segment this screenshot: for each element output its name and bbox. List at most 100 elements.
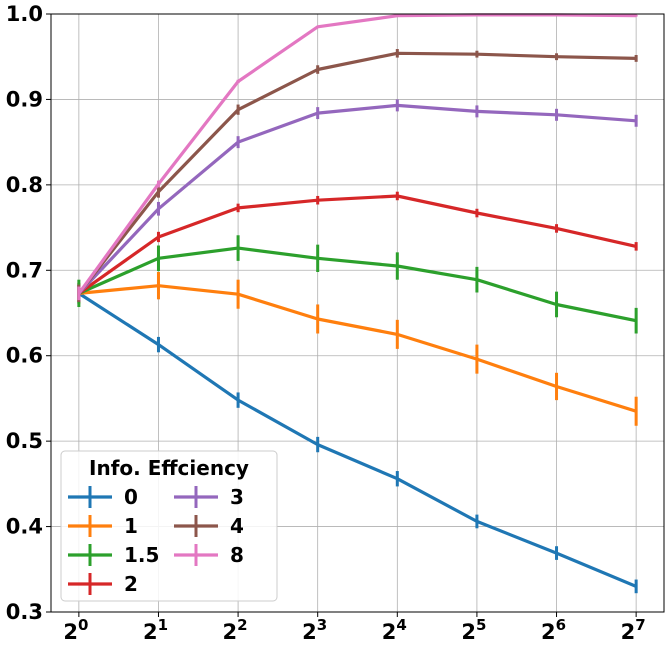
data-point: [157, 257, 160, 260]
legend-item: 3: [174, 485, 244, 509]
data-point: [157, 207, 160, 210]
data-point: [316, 68, 319, 71]
data-point: [475, 211, 479, 215]
x-axis: 20 21 22 23 24 25 26 27: [63, 612, 646, 644]
x-tick-label: 22: [223, 616, 248, 644]
x-tick-label: 25: [461, 616, 486, 644]
x-tick-base: 2: [63, 620, 78, 644]
x-tick-label: 23: [302, 616, 327, 644]
x-tick-exponent: 7: [635, 616, 645, 634]
x-tick-base: 2: [461, 620, 476, 644]
y-tick-label: 1.0: [6, 2, 43, 26]
x-tick-exponent: 5: [476, 616, 486, 634]
data-point: [634, 14, 638, 17]
data-point: [236, 80, 240, 83]
legend-label: 8: [230, 543, 244, 567]
data-point: [236, 206, 240, 210]
x-tick-base: 2: [621, 620, 636, 644]
data-point: [634, 119, 638, 122]
data-point: [555, 303, 558, 306]
data-point: [236, 108, 240, 111]
x-tick-exponent: 0: [78, 616, 88, 634]
data-point: [634, 319, 638, 322]
legend-label: 1: [124, 514, 138, 538]
series-line: [77, 13, 637, 295]
x-tick-base: 2: [302, 620, 317, 644]
legend-item: 4: [174, 514, 244, 538]
series-4: [77, 49, 638, 302]
data-point: [316, 199, 319, 202]
legend-item: 0: [68, 485, 138, 509]
legend: Info. Effciency 0 1 1.5 2 3 4 8: [60, 450, 278, 602]
data-point: [157, 190, 160, 193]
y-tick-label: 0.5: [6, 429, 43, 453]
series-line: [77, 51, 637, 295]
series-layer: [77, 13, 638, 594]
series-line: [78, 284, 637, 413]
y-tick-label: 0.4: [6, 515, 43, 539]
data-point: [316, 257, 319, 260]
legend-item: 1.5: [68, 543, 159, 567]
legend-box: [60, 450, 278, 602]
data-point: [396, 104, 399, 107]
data-point: [396, 52, 399, 55]
x-tick-exponent: 4: [396, 616, 406, 634]
series-1: [77, 271, 638, 426]
data-point: [396, 333, 399, 336]
data-point: [555, 113, 558, 117]
data-point: [475, 52, 479, 56]
x-tick-label: 24: [382, 616, 407, 644]
plot-frame: [50, 13, 665, 613]
legend-label: 0: [124, 485, 138, 509]
data-point: [555, 55, 558, 58]
series-line: [78, 246, 637, 323]
data-point: [316, 25, 319, 29]
data-point: [396, 477, 399, 480]
data-point: [396, 264, 399, 268]
x-tick-base: 2: [382, 620, 397, 644]
y-tick-label: 0.8: [6, 173, 43, 197]
x-tick-exponent: 2: [237, 616, 247, 634]
series-1.5: [77, 235, 638, 334]
y-tick-label: 0.3: [6, 600, 43, 624]
legend-label: 4: [230, 514, 244, 538]
x-tick-label: 20: [63, 616, 88, 644]
data-point: [634, 57, 638, 60]
data-point: [396, 194, 399, 198]
data-point: [157, 235, 160, 239]
y-tick-label: 0.7: [6, 258, 43, 282]
data-point: [634, 410, 638, 413]
data-point: [236, 140, 240, 144]
data-point: [475, 520, 479, 523]
legend-items: 0 1 1.5 2 3 4 8: [68, 485, 244, 596]
x-tick-base: 2: [541, 620, 556, 644]
legend-title: Info. Effciency: [89, 456, 249, 480]
data-point: [555, 551, 558, 555]
data-point: [316, 317, 319, 321]
series-3: [77, 99, 638, 302]
legend-item: 8: [174, 543, 244, 567]
series-line: [78, 292, 637, 588]
series-line: [77, 103, 637, 295]
data-point: [316, 443, 319, 446]
y-tick-label: 0.9: [6, 87, 43, 111]
legend-label: 1.5: [124, 543, 159, 567]
legend-label: 2: [124, 572, 138, 596]
data-point: [475, 357, 479, 361]
x-tick-base: 2: [143, 620, 158, 644]
data-point: [555, 227, 558, 230]
data-point: [316, 111, 319, 115]
series-line: [77, 194, 637, 295]
data-point: [236, 246, 240, 250]
x-tick-base: 2: [223, 620, 238, 644]
y-axis: 0.3 0.4 0.5 0.6 0.7 0.8 0.9 1.0: [6, 2, 51, 624]
data-point: [396, 14, 399, 17]
data-point: [555, 385, 558, 388]
legend-item: 2: [68, 572, 138, 596]
data-point: [634, 245, 638, 248]
data-point: [475, 110, 479, 113]
y-tick-label: 0.6: [6, 344, 43, 368]
data-point: [157, 284, 160, 287]
x-tick-label: 21: [143, 616, 168, 644]
